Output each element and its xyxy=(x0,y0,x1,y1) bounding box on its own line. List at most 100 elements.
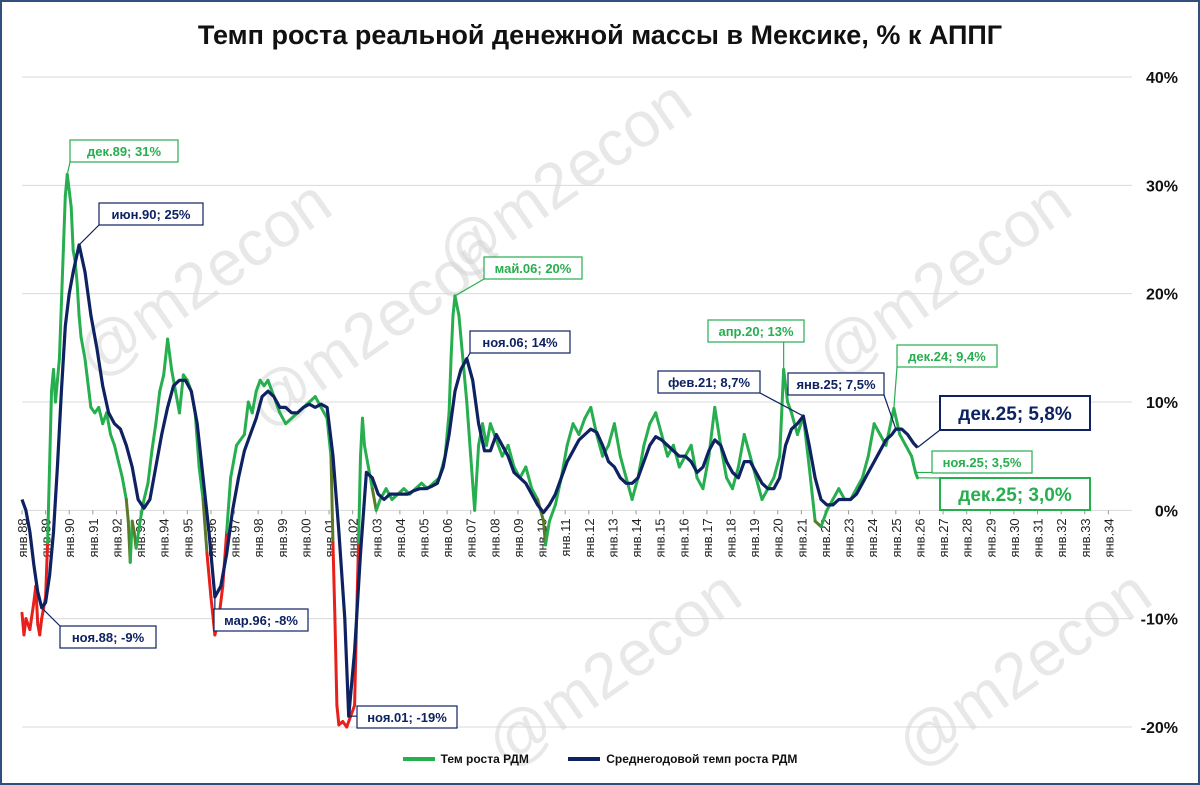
growth-segment xyxy=(660,433,670,458)
growth-segment xyxy=(760,487,770,501)
growth-segment xyxy=(782,368,790,404)
growth-segment xyxy=(453,294,461,317)
growth-segment xyxy=(85,373,91,393)
growth-segment xyxy=(904,443,914,458)
growth-segment xyxy=(97,405,105,426)
annotation-leader xyxy=(78,224,100,246)
x-tick-label: янв.92 xyxy=(109,518,124,557)
x-tick-label: янв.05 xyxy=(416,518,431,557)
growth-segment xyxy=(34,584,40,626)
y-tick-label: 20% xyxy=(1146,287,1178,304)
growth-segment xyxy=(612,422,622,458)
growth-segment xyxy=(530,487,540,501)
annotation-box xyxy=(787,372,885,396)
annotation-label: мар.96; -8% xyxy=(224,613,298,628)
x-tick-label: янв.33 xyxy=(1078,518,1093,557)
annotation-label: ноя.01; -19% xyxy=(367,710,447,725)
growth-segment xyxy=(449,313,455,361)
growth-segment xyxy=(494,438,504,458)
x-tick-label: янв.01 xyxy=(322,518,337,557)
y-axis-ticks: -20% -10% 0% 10% 20% 30% 40% xyxy=(1141,70,1178,737)
x-tick-label: янв.14 xyxy=(629,518,644,557)
growth-segment xyxy=(360,416,366,447)
growth-segment xyxy=(197,465,205,501)
growth-segment xyxy=(44,541,50,599)
growth-segment xyxy=(357,454,363,545)
annotation-box xyxy=(356,705,458,729)
growth-segment xyxy=(345,714,353,729)
growth-segment xyxy=(113,443,120,464)
x-tick-label: янв.89 xyxy=(39,518,54,557)
annotation-label: ноя.25; 3,5% xyxy=(943,455,1022,470)
growth-segment xyxy=(524,465,534,491)
annotation-leader xyxy=(41,607,61,627)
x-tick-label: янв.23 xyxy=(842,518,857,557)
annotation-box xyxy=(896,344,998,368)
growth-segment xyxy=(134,519,142,550)
growth-segment xyxy=(59,248,65,306)
growth-segment xyxy=(571,422,581,436)
growth-segment xyxy=(266,378,274,393)
growth-segment xyxy=(250,389,258,415)
growth-segment xyxy=(910,454,918,474)
growth-segment xyxy=(349,703,357,718)
x-tick-label: янв.16 xyxy=(676,518,691,557)
growth-segment xyxy=(786,400,794,415)
x-tick-label: янв.18 xyxy=(724,518,739,557)
annotation-box xyxy=(469,330,571,354)
annotation-label: дек.25; 3,0% xyxy=(958,485,1072,506)
x-tick-label: янв.30 xyxy=(1007,518,1022,557)
growth-segment xyxy=(81,346,87,361)
x-tick-label: янв.21 xyxy=(794,518,809,557)
growth-segment xyxy=(624,476,634,501)
growth-segment xyxy=(242,400,250,436)
x-tick-label: янв.13 xyxy=(605,518,620,557)
growth-segment xyxy=(28,600,36,631)
growth-segment xyxy=(65,173,73,209)
growth-segment xyxy=(150,422,158,453)
annotation-leader xyxy=(759,392,804,417)
growth-segment xyxy=(205,552,213,599)
growth-segment xyxy=(807,465,817,523)
annotation-leader xyxy=(454,278,485,297)
annotation-label: июн.90; 25% xyxy=(112,207,191,222)
legend-label-growth: Тем роста РДМ xyxy=(440,752,529,766)
growth-segment xyxy=(158,373,166,393)
annotation-leader xyxy=(917,429,941,448)
x-tick-label: янв.08 xyxy=(487,518,502,557)
x-axis-ticks: янв.88 янв.89 янв.90 янв.91 янв.92 янв.93 янв.… xyxy=(15,510,1116,558)
growth-segment xyxy=(87,389,93,409)
growth-segment xyxy=(333,617,339,707)
growth-segment xyxy=(484,422,492,447)
x-tick-label: янв.00 xyxy=(298,518,313,557)
x-tick-label: янв.90 xyxy=(62,518,77,557)
growth-segment xyxy=(362,443,370,469)
growth-segment xyxy=(53,378,59,404)
growth-segment xyxy=(370,487,378,512)
growth-segment xyxy=(329,454,335,545)
growth-segment xyxy=(854,476,864,491)
x-tick-label: янв.24 xyxy=(865,518,880,557)
growth-segment xyxy=(254,378,262,393)
y-tick-label: 10% xyxy=(1146,395,1178,412)
x-tick-label: янв.98 xyxy=(251,518,266,557)
x-tick-label: янв.25 xyxy=(889,518,904,557)
x-tick-label: янв.15 xyxy=(653,518,668,557)
x-tick-label: янв.11 xyxy=(558,518,573,556)
annotation-box xyxy=(931,450,1033,474)
growth-segment xyxy=(109,433,116,447)
annotation-box xyxy=(657,370,761,394)
growth-segment xyxy=(778,368,786,458)
annotation-label: апр.20; 13% xyxy=(718,324,793,339)
growth-segment xyxy=(872,422,882,436)
x-tick-label: янв.10 xyxy=(535,518,550,557)
y-tick-label: 30% xyxy=(1146,178,1178,195)
growth-segment xyxy=(278,411,288,426)
annotation-label: фев.21; 8,7% xyxy=(668,375,751,390)
legend-item-average: Среднегодовой темп роста РДМ xyxy=(568,752,797,766)
growth-segment xyxy=(630,476,640,501)
annotation-box xyxy=(213,608,309,632)
growth-segment xyxy=(46,465,52,545)
growth-segment xyxy=(736,433,746,469)
growth-segment xyxy=(754,476,764,501)
